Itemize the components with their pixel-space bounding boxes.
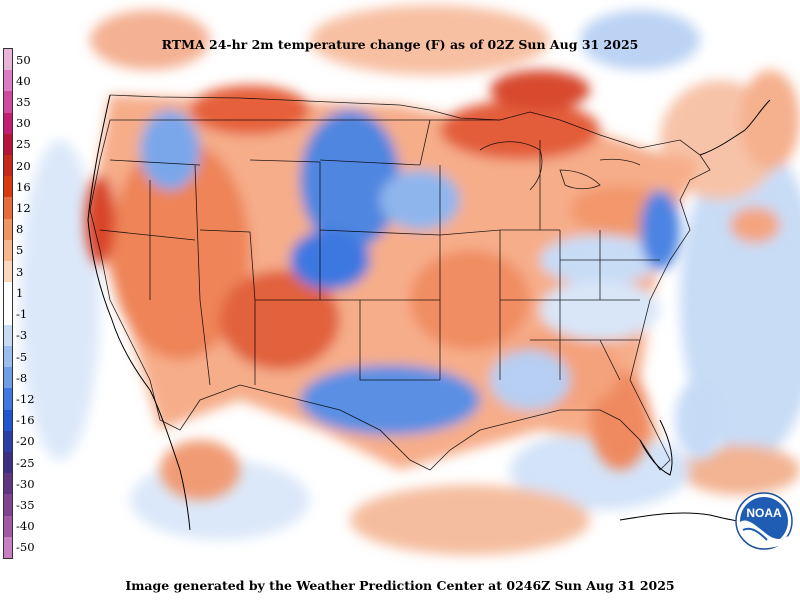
legend-swatch [4, 197, 12, 220]
state-boundaries [89, 94, 711, 471]
legend-label: 30 [16, 116, 31, 131]
legend-swatch [4, 91, 12, 114]
legend-label: 50 [16, 52, 31, 67]
legend-swatch [4, 70, 12, 92]
noaa-logo-text: NOAA [746, 506, 782, 520]
legend-label: 5 [16, 243, 24, 258]
legend-swatch [4, 239, 12, 262]
legend-label: -3 [16, 328, 28, 343]
legend-label: 8 [16, 222, 24, 237]
legend-label: -16 [16, 413, 35, 428]
legend-label: -1 [16, 307, 28, 322]
color-legend-bar [3, 48, 13, 559]
legend-swatch [4, 494, 12, 517]
legend-label: 40 [16, 73, 31, 88]
legend-label: 25 [16, 137, 31, 152]
legend-swatch [4, 324, 12, 347]
legend-swatch [4, 345, 12, 368]
legend-label: 12 [16, 201, 31, 216]
legend-label: 1 [16, 285, 24, 300]
noaa-logo: NOAA [735, 492, 793, 550]
legend-label: -35 [16, 497, 35, 512]
legend-swatch [4, 133, 12, 156]
legend-label: -8 [16, 370, 28, 385]
legend-swatch [4, 430, 12, 453]
legend-swatch [4, 409, 12, 432]
legend-label: 35 [16, 95, 31, 110]
legend-swatch [4, 282, 12, 304]
legend-swatch [4, 515, 12, 538]
legend-swatch [4, 303, 12, 326]
footer-credit: Image generated by the Weather Predictio… [125, 578, 675, 593]
legend-label: 20 [16, 158, 31, 173]
legend-label: -20 [16, 434, 35, 449]
legend-swatch [4, 388, 12, 411]
legend-label: -5 [16, 349, 28, 364]
legend-label: -12 [16, 391, 35, 406]
legend-swatch [4, 176, 12, 198]
legend-swatch [4, 473, 12, 495]
legend-swatch [4, 218, 12, 241]
legend-label: -25 [16, 455, 35, 470]
legend-label: -30 [16, 476, 35, 491]
legend-swatch [4, 367, 12, 389]
legend-label: -40 [16, 519, 35, 534]
legend-swatch [4, 451, 12, 474]
legend-swatch [4, 155, 12, 177]
land-anomaly-field [85, 70, 725, 500]
legend-swatch [4, 536, 12, 559]
temperature-change-map [20, 5, 800, 555]
legend-label: 3 [16, 264, 24, 279]
legend-swatch [4, 112, 12, 135]
legend-label: -50 [16, 540, 35, 555]
legend-swatch [4, 261, 12, 283]
legend-swatch [4, 49, 12, 71]
legend-label: 16 [16, 179, 31, 194]
